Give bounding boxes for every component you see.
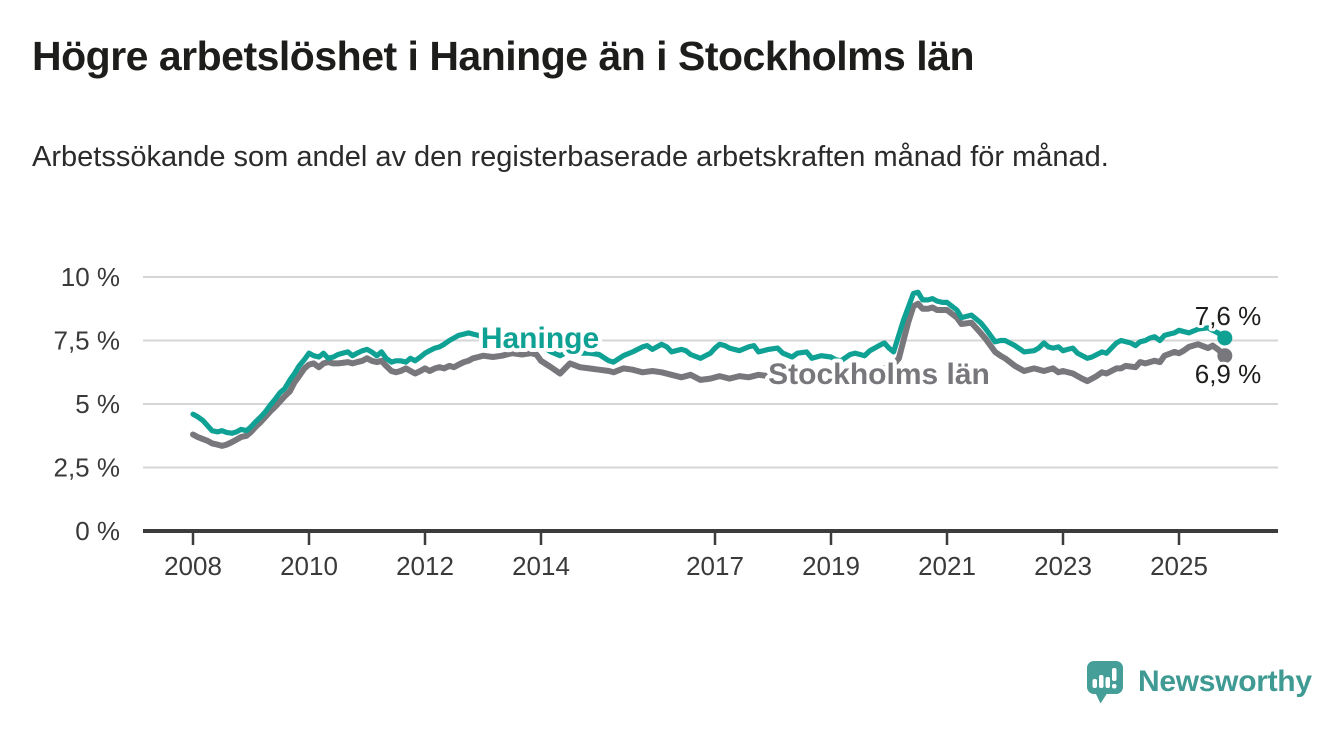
x-axis-tick-label: 2021 — [918, 551, 976, 581]
x-axis-tick-label: 2023 — [1034, 551, 1092, 581]
x-axis-tick-label: 2025 — [1150, 551, 1208, 581]
newsworthy-logo-text: Newsworthy — [1138, 664, 1312, 698]
x-axis-tick-label: 2008 — [164, 551, 222, 581]
series-end-dot-stockholms-lan — [1217, 348, 1233, 364]
x-axis-tick-label: 2019 — [802, 551, 860, 581]
series-line-haninge — [190, 289, 1228, 436]
y-axis-tick-label: 0 % — [75, 516, 120, 546]
chart-title: Högre arbetslöshet i Haninge än i Stockh… — [32, 33, 974, 79]
series-label-stockholms-lan: Stockholms län — [768, 358, 990, 391]
x-axis-tick-label: 2012 — [396, 551, 454, 581]
chart-subtitle: Arbetssökande som andel av den registerb… — [32, 141, 1109, 173]
end-value-label-haninge: 7,6 % — [1195, 301, 1262, 331]
x-axis-tick-label: 2014 — [512, 551, 570, 581]
y-axis-tick-label: 10 % — [61, 262, 120, 292]
x-axis-tick-label: 2010 — [280, 551, 338, 581]
y-axis-tick-label: 2,5 % — [54, 453, 121, 483]
newsworthy-logo-icon — [1087, 661, 1123, 704]
series-line-stockholms-lan — [190, 300, 1228, 449]
end-value-label-stockholms-lan: 6,9 % — [1195, 359, 1262, 389]
y-axis-tick-label: 7,5 % — [54, 326, 121, 356]
newsworthy-logo: Newsworthy — [1084, 658, 1312, 705]
x-axis-tick-label: 2017 — [686, 551, 744, 581]
y-axis-tick-label: 5 % — [75, 389, 120, 419]
series-end-dot-haninge — [1217, 330, 1233, 346]
series-label-haninge: Haninge — [481, 322, 599, 355]
